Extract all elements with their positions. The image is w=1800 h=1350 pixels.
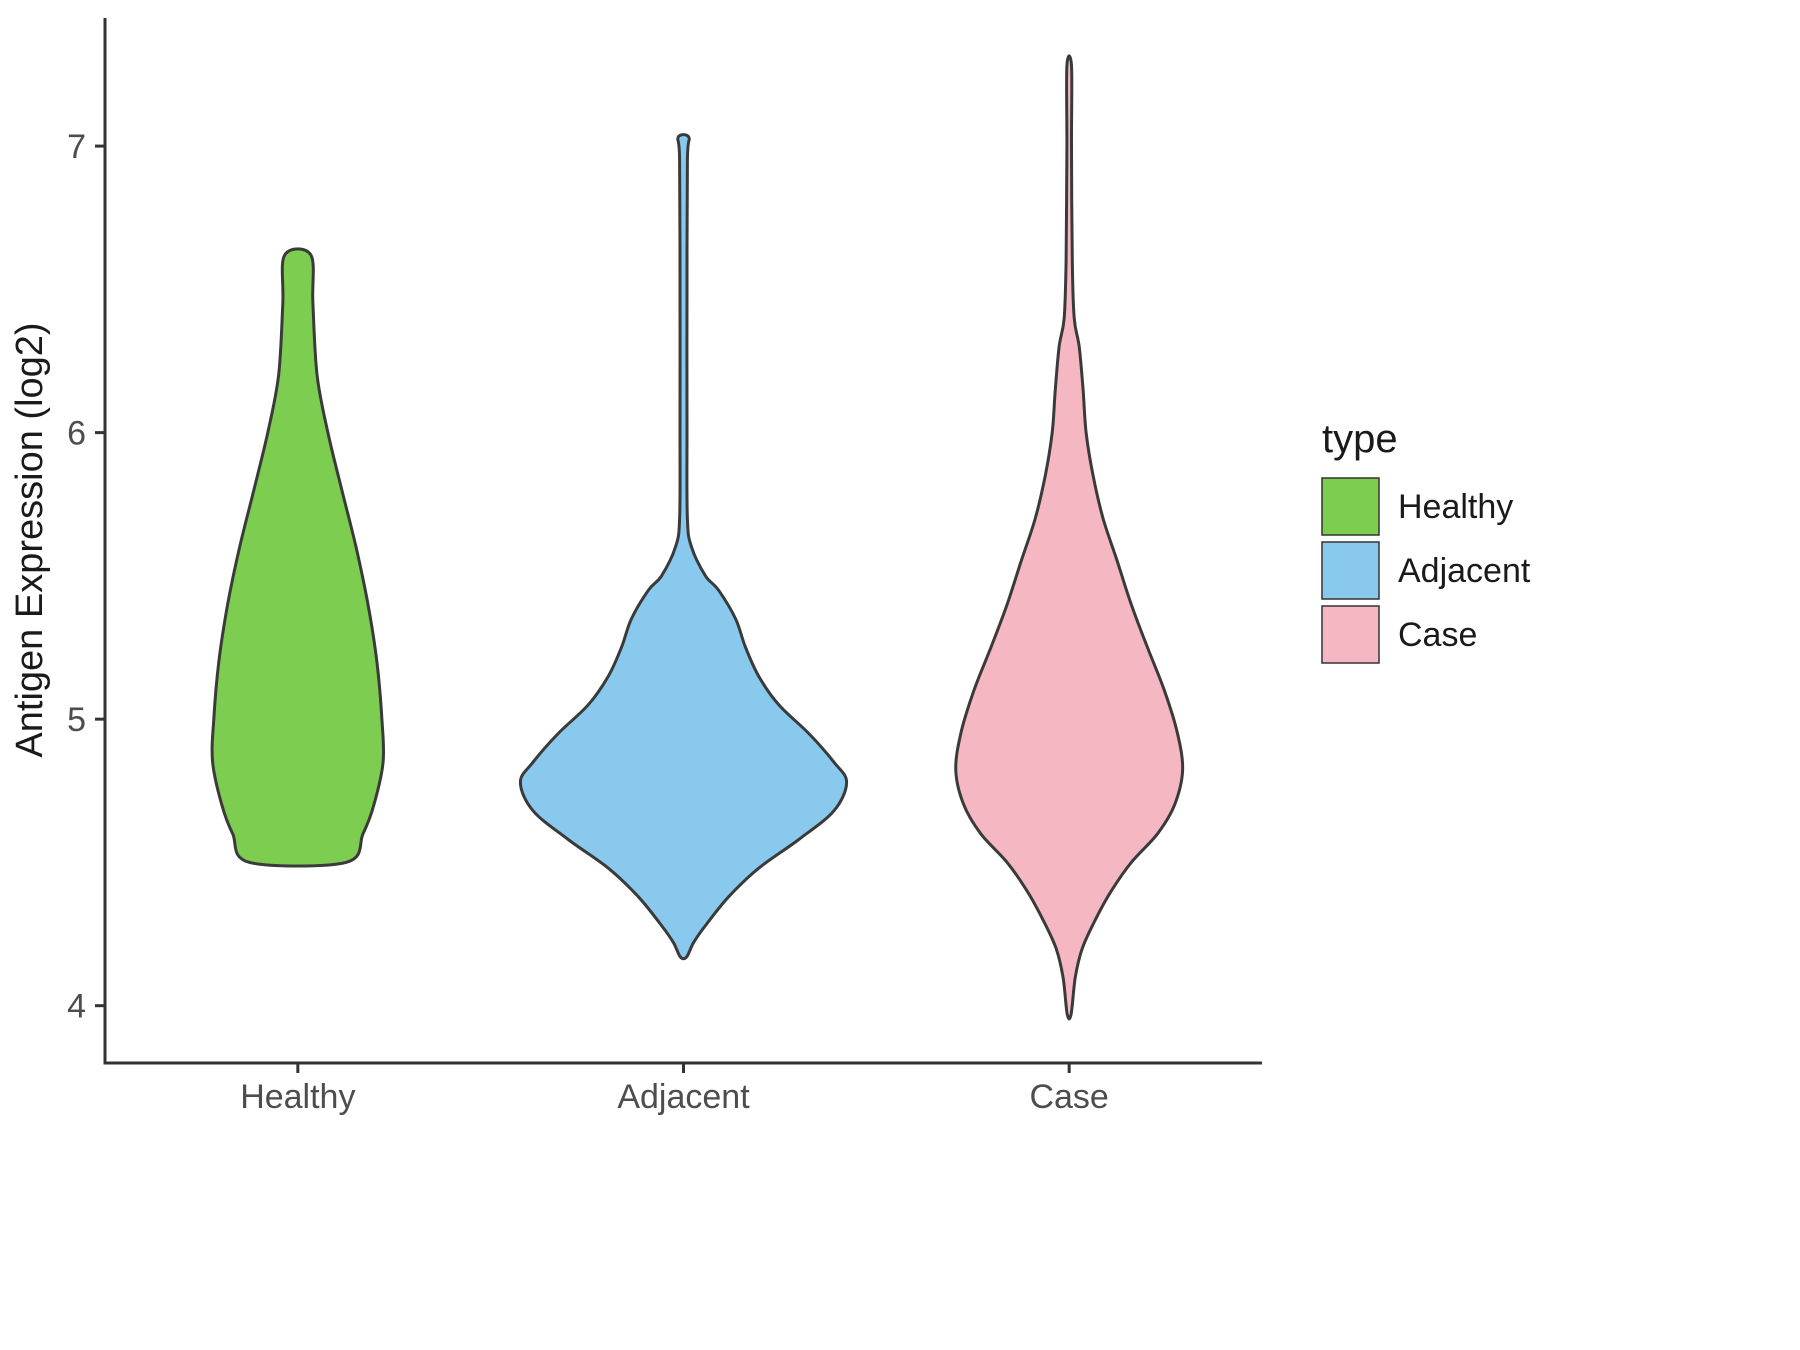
- legend-label: Healthy: [1398, 488, 1513, 526]
- violin-adjacent: [518, 133, 849, 961]
- violin-healthy: [210, 247, 386, 868]
- violins-group: [210, 54, 1185, 1021]
- x-ticks-group: Healthy Adjacent Case: [240, 1063, 1109, 1116]
- y-tick-label: 4: [67, 988, 86, 1026]
- legend-key-adjacent: [1321, 541, 1380, 600]
- legend-title: type: [1322, 417, 1398, 461]
- legend-label: Case: [1398, 616, 1477, 654]
- y-tick-label: 6: [67, 415, 86, 453]
- axes-group: 4 5 6 7 Healthy Adjacent Case: [67, 18, 1262, 1116]
- legend: type Healthy Adjacent Case: [1321, 417, 1531, 664]
- violin-case: [954, 54, 1185, 1021]
- legend-items-group: Healthy Adjacent Case: [1321, 477, 1531, 664]
- x-tick-label: Adjacent: [617, 1078, 750, 1116]
- x-tick-label: Case: [1029, 1078, 1108, 1116]
- legend-key-case: [1321, 605, 1380, 664]
- legend-key-healthy: [1321, 477, 1380, 536]
- y-tick-label: 7: [67, 128, 86, 166]
- y-axis-title: Antigen Expression (log2): [9, 322, 51, 757]
- y-tick-label: 5: [67, 701, 86, 739]
- y-ticks-group: 4 5 6 7: [67, 128, 105, 1026]
- legend-label: Adjacent: [1398, 552, 1531, 590]
- x-tick-label: Healthy: [240, 1078, 355, 1116]
